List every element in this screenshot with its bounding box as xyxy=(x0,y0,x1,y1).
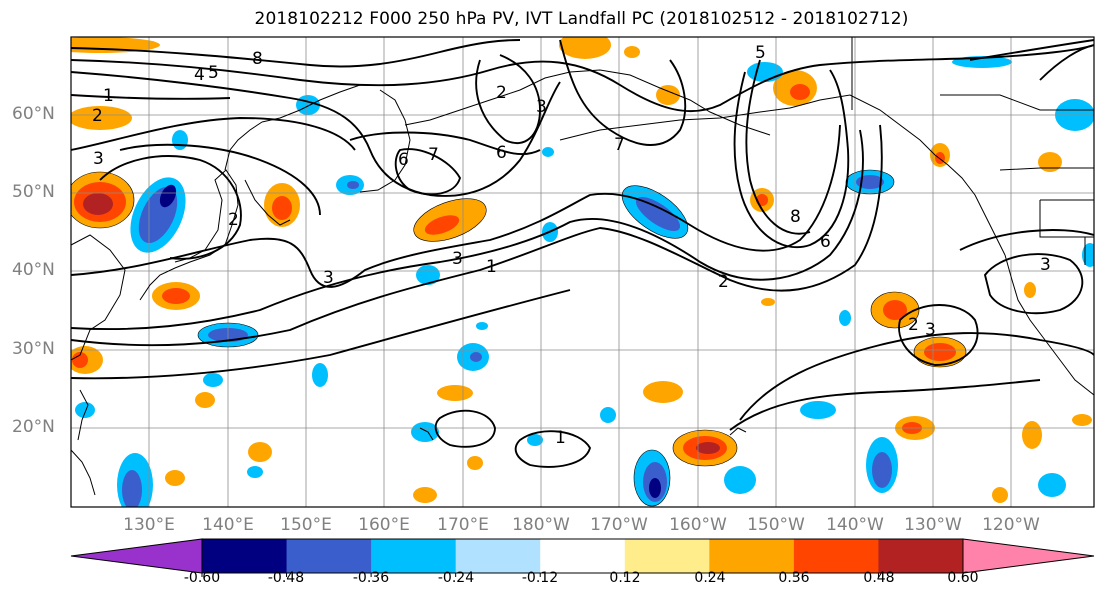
map-background xyxy=(71,37,1094,507)
lat-label: 50°N xyxy=(12,182,55,202)
lon-label: 170°W xyxy=(590,515,648,535)
colorbar-tick-label: 0.36 xyxy=(778,570,810,586)
colorbar-bin xyxy=(286,539,372,573)
contour-labels: 8 5 4 1 2 3 7 6 5 3 2 7 6 2 8 6 2 3 1 3 … xyxy=(92,43,1051,448)
lon-label: 160°E xyxy=(358,515,410,535)
contour-label: 1 xyxy=(103,86,114,106)
contour-label: 8 xyxy=(252,49,263,69)
colorbar-bin xyxy=(371,539,457,573)
contour-label: 4 xyxy=(194,65,205,85)
contour-label: 8 xyxy=(790,207,801,227)
contour-label: 3 xyxy=(452,249,463,269)
contour-label: 2 xyxy=(908,315,919,335)
contour-label: 1 xyxy=(555,428,566,448)
colorbar-bin xyxy=(878,539,964,573)
colorbar-tick-label: -0.12 xyxy=(521,570,559,586)
contour-label: 2 xyxy=(496,83,507,103)
lat-label: 40°N xyxy=(12,260,55,280)
lat-label: 30°N xyxy=(12,339,55,359)
contour-label: 7 xyxy=(614,135,625,155)
colorbar-tick-label: 0.12 xyxy=(609,570,641,586)
map-panel xyxy=(70,36,1095,508)
colorbar-bin xyxy=(709,539,795,573)
map-frame xyxy=(70,36,1095,508)
colorbar xyxy=(70,538,1095,577)
colorbar-bin xyxy=(793,539,879,573)
colorbar-tick-label: 0.24 xyxy=(694,570,726,586)
lon-label: 170°E xyxy=(437,515,489,535)
coastlines xyxy=(71,37,1094,496)
lon-label: 130°E xyxy=(123,515,175,535)
contour-label: 2 xyxy=(718,272,729,292)
colorbar-tick-label: -0.24 xyxy=(437,570,475,586)
contour-label: 6 xyxy=(496,143,507,163)
lat-label: 60°N xyxy=(12,104,55,124)
contour-label: 6 xyxy=(820,232,831,252)
map-title: 2018102212 F000 250 hPa PV, IVT Landfall… xyxy=(254,9,909,29)
lon-label: 120°W xyxy=(982,515,1040,535)
colorbar-bins xyxy=(201,538,964,574)
lon-label: 150°E xyxy=(280,515,332,535)
contour-label: 2 xyxy=(92,106,103,126)
colorbar-bin xyxy=(202,539,288,573)
colorbar-extend-high xyxy=(962,538,1095,574)
lon-label: 180°W xyxy=(512,515,570,535)
shaded-anomalies xyxy=(71,37,1094,507)
contour-label: 3 xyxy=(323,268,334,288)
contour-label: 7 xyxy=(428,145,439,165)
anomaly-outlines xyxy=(71,169,967,507)
contour-label: 1 xyxy=(486,257,497,277)
lat-label: 20°N xyxy=(12,417,55,437)
contour-label: 3 xyxy=(536,97,547,117)
colorbar-tick-label: -0.48 xyxy=(267,570,305,586)
positive-anomaly-blobs xyxy=(71,37,1092,503)
pv-contours xyxy=(71,39,1094,468)
colorbar-tick-label: 0.60 xyxy=(947,570,979,586)
contour-label: 5 xyxy=(755,43,766,63)
lon-label: 140°E xyxy=(202,515,254,535)
contour-label: 6 xyxy=(398,150,409,170)
lon-label: 130°W xyxy=(904,515,962,535)
colorbar-extend-low xyxy=(70,538,203,574)
contour-label: 5 xyxy=(208,63,219,83)
lon-label: 160°W xyxy=(669,515,727,535)
contour-label: 3 xyxy=(925,320,936,340)
negative-anomaly-blobs xyxy=(75,56,1094,507)
gridlines xyxy=(71,37,1094,507)
colorbar-tick-label: -0.36 xyxy=(352,570,390,586)
contour-label: 3 xyxy=(1040,255,1051,275)
colorbar-bin xyxy=(455,539,541,573)
contour-label: 3 xyxy=(93,149,104,169)
contour-label: 2 xyxy=(228,210,239,230)
colorbar-bin xyxy=(624,539,710,573)
colorbar-tick-label: -0.60 xyxy=(183,570,221,586)
colorbar-bin xyxy=(540,539,626,573)
colorbar-tickmarks xyxy=(201,573,964,577)
lon-label: 140°W xyxy=(826,515,884,535)
lon-label: 150°W xyxy=(747,515,805,535)
colorbar-tick-label: 0.48 xyxy=(863,570,895,586)
